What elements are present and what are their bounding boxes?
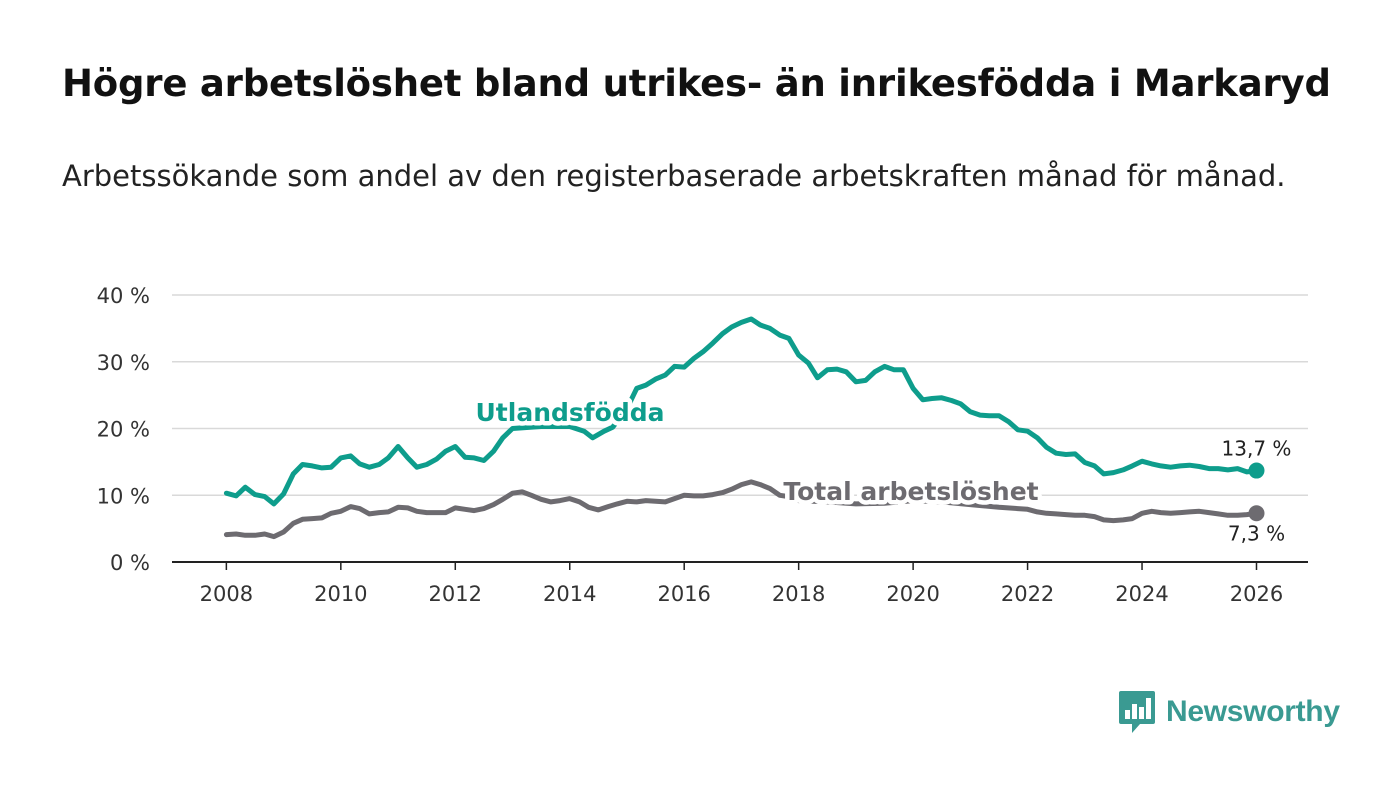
x-tick-label: 2022: [1001, 582, 1054, 606]
end-value-label: 7,3 %: [1228, 521, 1285, 545]
brand-name: Newsworthy: [1166, 695, 1340, 728]
series-line-total: [223, 479, 1259, 540]
series-end-point: [1248, 462, 1265, 479]
chart-title: Högre arbetslöshet bland utrikes- än inr…: [62, 62, 1331, 105]
label-group: Utlandsfödda Total arbetslöshet 13,7 % 7,3 …: [471, 394, 1294, 549]
series-label-total: Total arbetslöshet: [783, 477, 1038, 506]
grid-lines: [172, 294, 1308, 496]
x-tick-label: 2026: [1230, 582, 1283, 606]
x-axis: 2008 2010 2012 2014 2016 2018 2020 2022 2024 2026: [172, 561, 1308, 606]
x-tick-label: 2010: [314, 582, 367, 606]
y-axis: 0 % 10 % 20 % 30 % 40 %: [97, 284, 150, 575]
end-value-label: 13,7 %: [1222, 437, 1292, 461]
series-end-point: [1248, 505, 1265, 522]
y-tick-label: 30 %: [97, 351, 150, 375]
x-tick-label: 2012: [429, 582, 482, 606]
x-tick-label: 2020: [886, 582, 939, 606]
series-line-utlandsfodda: [223, 316, 1259, 507]
newsworthy-logo-icon: [1119, 691, 1155, 733]
series-label-utlandsfodda: Utlandsfödda: [476, 398, 665, 427]
x-tick-label: 2014: [543, 582, 596, 606]
y-tick-label: 40 %: [97, 284, 150, 308]
series-group: [223, 316, 1265, 540]
x-tick-label: 2016: [657, 582, 710, 606]
y-tick-label: 0 %: [110, 551, 150, 575]
x-tick-label: 2024: [1115, 582, 1168, 606]
brand: Newsworthy: [1118, 690, 1340, 734]
x-tick-label: 2008: [200, 582, 253, 606]
y-tick-label: 20 %: [97, 418, 150, 442]
x-tick-label: 2018: [772, 582, 825, 606]
y-tick-label: 10 %: [97, 484, 150, 508]
chart-subtitle: Arbetssökande som andel av den registerb…: [62, 159, 1286, 193]
